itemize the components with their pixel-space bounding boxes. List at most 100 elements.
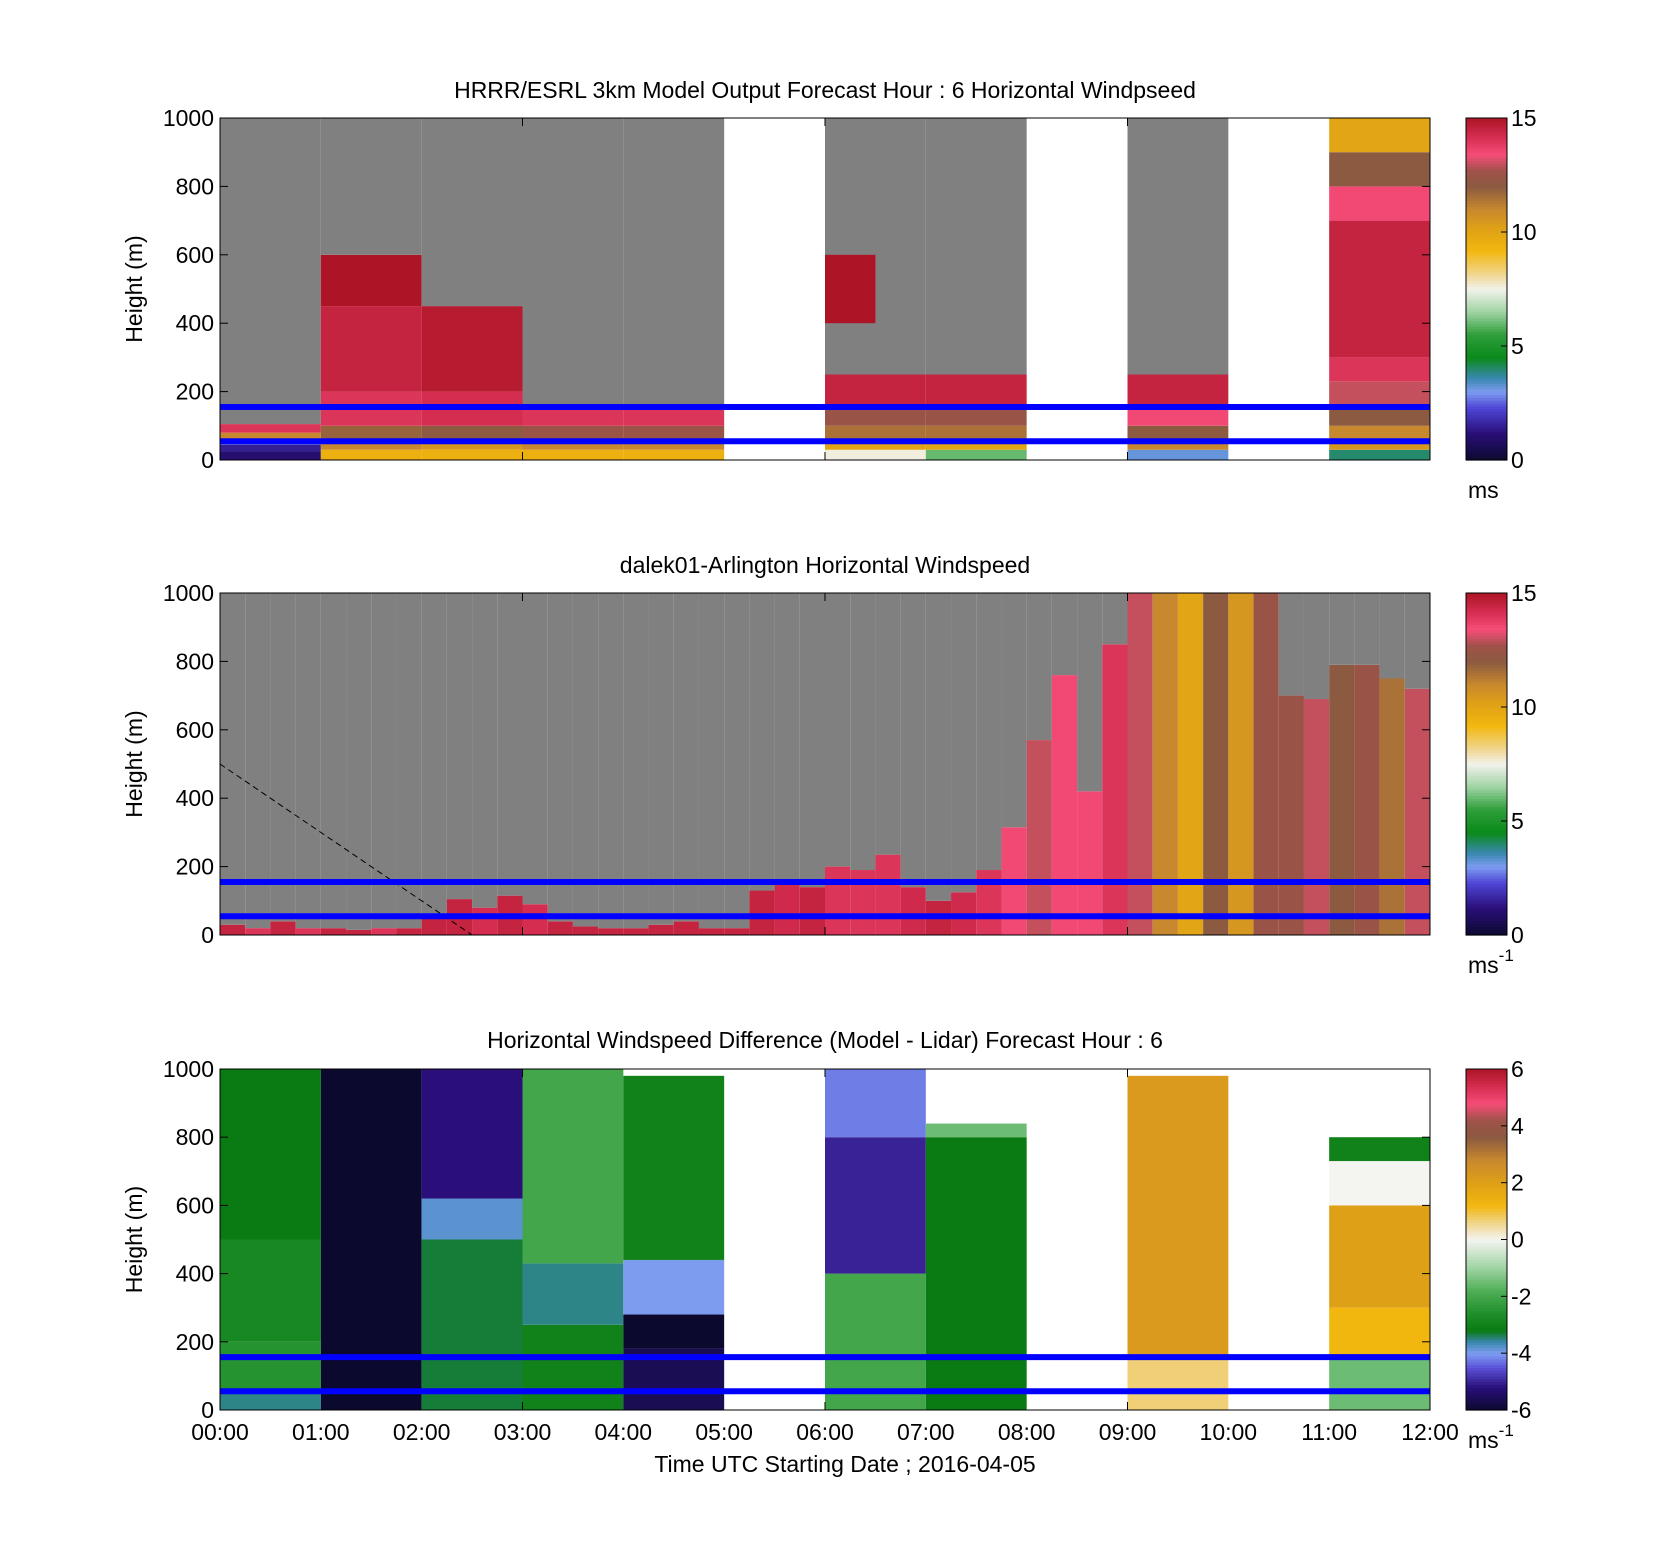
cell-missing-26 <box>875 593 901 855</box>
colorbar-swatch <box>1466 420 1507 424</box>
cell-missing-24 <box>825 593 851 867</box>
cell-1-0 <box>320 449 422 460</box>
colorbar-swatch <box>1466 177 1507 182</box>
colorbar-swatch <box>1466 234 1507 239</box>
colorbar-swatch <box>1466 212 1507 216</box>
colorbar-swatch <box>1466 678 1507 682</box>
colorbar-swatch <box>1466 638 1507 643</box>
colorbar-swatch <box>1466 1364 1507 1368</box>
cell-4-1 <box>623 439 725 450</box>
colorbar-swatch <box>1466 852 1507 856</box>
colorbar-swatch <box>1466 667 1507 671</box>
colorbar-swatch <box>1466 707 1507 711</box>
colorbar-swatch <box>1466 383 1507 387</box>
cell-missing-5 <box>825 118 926 375</box>
colorbar-swatch <box>1466 1083 1507 1087</box>
colorbar-swatch <box>1466 203 1507 207</box>
colorbar-swatch <box>1466 1225 1507 1229</box>
colorbar-swatch <box>1466 197 1507 202</box>
cell-missing-6 <box>925 118 1027 375</box>
cell-8-2 <box>1329 1205 1430 1308</box>
ytick-label: 400 <box>176 785 214 811</box>
colorbar-swatch <box>1466 243 1507 247</box>
colorbar-swatch <box>1466 1347 1507 1351</box>
colorbar-swatch <box>1466 920 1507 925</box>
colorbar-swatch <box>1466 1114 1507 1118</box>
cell-missing-0 <box>220 593 246 925</box>
cell-8-3 <box>1329 408 1430 426</box>
colorbar-swatch <box>1466 1316 1507 1320</box>
colorbar-swatch <box>1466 137 1507 142</box>
colorbar-swatch <box>1466 838 1507 842</box>
colorbar-swatch <box>1466 661 1507 665</box>
colorbar-swatch <box>1466 1120 1507 1124</box>
cell-1-0 <box>320 1069 422 1410</box>
colorbar-swatch <box>1466 368 1507 373</box>
colorbar-swatch <box>1466 1097 1507 1101</box>
colorbar-swatch <box>1466 1211 1507 1215</box>
cell-7-3 <box>1127 408 1229 426</box>
colorbar-swatch <box>1466 1239 1507 1243</box>
colorbar-swatch <box>1466 764 1507 768</box>
colorbar-swatch <box>1466 1103 1507 1107</box>
cell-21 <box>749 890 775 935</box>
colorbar-swatch <box>1466 320 1507 324</box>
colorbar-swatch <box>1466 684 1507 688</box>
cell-missing-28 <box>925 593 952 901</box>
cell-4-3 <box>623 1075 725 1260</box>
colorbar-swatch <box>1466 357 1507 361</box>
cell-missing-16 <box>623 593 649 929</box>
colorbar-swatch <box>1466 400 1507 404</box>
colorbar-swatch <box>1466 792 1507 796</box>
ytick-label: 0 <box>201 922 214 948</box>
colorbar-swatch <box>1466 906 1507 910</box>
colorbar-tick-label: 0 <box>1511 922 1524 948</box>
colorbar-swatch <box>1466 872 1507 876</box>
colorbar-swatch <box>1466 735 1507 739</box>
colorbar-swatch <box>1466 849 1507 853</box>
xtick-label: 11:00 <box>1301 1419 1357 1445</box>
colorbar-swatch <box>1466 283 1507 287</box>
cell-missing-6 <box>371 593 397 929</box>
cell-0-1 <box>220 1341 321 1390</box>
colorbar-swatch <box>1466 632 1507 637</box>
colorbar-swatch <box>1466 812 1507 816</box>
colorbar-swatch <box>1466 291 1507 296</box>
cell-24 <box>825 866 851 935</box>
colorbar-swatch <box>1466 152 1507 156</box>
colorbar-swatch <box>1466 209 1507 213</box>
colorbar-swatch <box>1466 1188 1507 1192</box>
colorbar-swatch <box>1466 746 1507 751</box>
cell-4-0 <box>623 449 725 460</box>
cell-missing-33 <box>1051 593 1078 676</box>
xtick-label: 10:00 <box>1200 1419 1258 1445</box>
xtick-label: 05:00 <box>695 1419 753 1445</box>
colorbar-swatch <box>1466 718 1507 722</box>
colorbar-swatch <box>1466 1296 1507 1300</box>
colorbar-swatch <box>1466 795 1507 799</box>
colorbar-swatch <box>1466 758 1507 762</box>
colorbar-swatch <box>1466 1157 1507 1161</box>
colorbar-swatch <box>1466 883 1507 888</box>
colorbar-swatch <box>1466 1401 1507 1405</box>
colorbar-swatch <box>1466 701 1507 705</box>
colorbar-swatch <box>1466 1276 1507 1280</box>
colorbar-swatch <box>1466 1299 1507 1303</box>
colorbar-swatch <box>1466 1270 1507 1275</box>
colorbar-swatch <box>1466 280 1507 284</box>
cell-4-1 <box>623 1314 725 1349</box>
colorbar-swatch <box>1466 652 1507 657</box>
colorbar-swatch <box>1466 149 1507 153</box>
colorbar-swatch <box>1466 900 1507 905</box>
colorbar-swatch <box>1466 1069 1507 1073</box>
colorbar-swatch <box>1466 724 1507 728</box>
colorbar-swatch <box>1466 878 1507 882</box>
panel-title: HRRR/ESRL 3km Model Output Forecast Hour… <box>454 77 1196 103</box>
cell-33 <box>1051 675 1078 935</box>
colorbar-tick-label: 10 <box>1511 219 1537 245</box>
colorbar-swatch <box>1466 843 1507 848</box>
colorbar-swatch <box>1466 1356 1507 1360</box>
colorbar-swatch <box>1466 123 1507 128</box>
cell-missing-34 <box>1077 593 1103 792</box>
colorbar-swatch <box>1466 417 1507 421</box>
